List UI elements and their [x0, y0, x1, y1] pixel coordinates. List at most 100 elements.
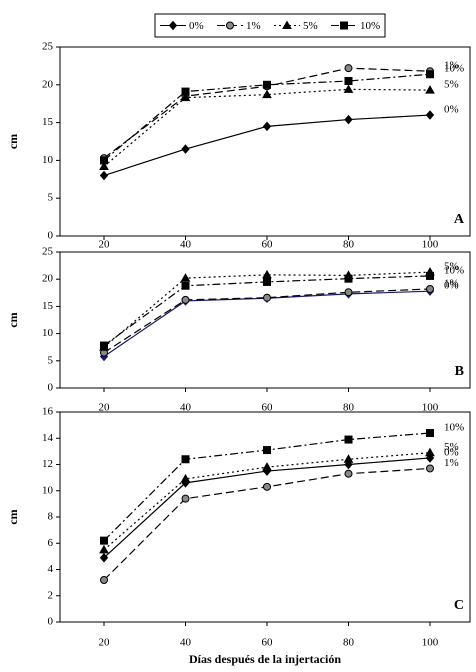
marker — [263, 446, 271, 455]
marker — [426, 464, 434, 473]
y-tick-label: 4 — [48, 563, 54, 575]
marker — [262, 462, 272, 471]
end-label: 5% — [444, 261, 459, 273]
marker — [426, 429, 434, 437]
marker — [426, 271, 434, 280]
end-label: 1% — [444, 60, 459, 72]
marker — [180, 273, 191, 282]
marker — [425, 447, 435, 457]
end-label: 10% — [444, 422, 464, 434]
marker — [344, 64, 353, 73]
y-axis-label: cm — [6, 509, 20, 524]
marker — [99, 552, 109, 563]
marker — [263, 80, 271, 89]
plot-frame — [59, 411, 471, 623]
marker — [262, 269, 272, 279]
marker — [343, 454, 354, 463]
y-tick-label: 15 — [42, 300, 54, 312]
marker — [100, 156, 108, 165]
y-tick-label: 5 — [48, 192, 54, 204]
marker — [181, 87, 190, 96]
x-tick-label: 60 — [262, 239, 274, 251]
y-tick-label: 25 — [42, 41, 54, 53]
legend-label: 5% — [303, 20, 318, 32]
x-tick-label: 60 — [262, 402, 274, 414]
y-tick-label: 5 — [48, 354, 54, 366]
marker — [181, 144, 190, 154]
end-label: 5% — [444, 441, 459, 453]
end-label: 5% — [444, 79, 459, 91]
marker — [181, 455, 190, 464]
x-tick-label: 40 — [180, 402, 192, 414]
y-tick-label: 10 — [42, 484, 54, 496]
marker — [343, 84, 354, 93]
end-label: 1% — [444, 278, 459, 290]
x-tick-label: 20 — [99, 239, 111, 251]
y-tick-label: 10 — [42, 154, 54, 166]
end-label: 0% — [444, 280, 459, 292]
y-tick-label: 2 — [48, 589, 54, 601]
marker — [100, 576, 108, 584]
y-tick-label: 20 — [42, 273, 54, 285]
legend-label: 10% — [360, 20, 380, 32]
plot-frame — [59, 46, 471, 237]
x-tick-label: 80 — [343, 402, 355, 414]
y-tick-label: 0 — [48, 382, 54, 394]
marker — [262, 121, 272, 132]
marker — [426, 70, 434, 79]
y-tick-label: 16 — [42, 406, 54, 418]
marker — [262, 89, 272, 99]
series-line — [103, 288, 431, 354]
marker — [99, 170, 109, 181]
marker — [180, 92, 191, 102]
end-label: 10% — [444, 264, 464, 276]
marker — [100, 536, 108, 545]
x-tick-label: 40 — [180, 637, 192, 649]
marker — [263, 277, 271, 286]
marker — [263, 293, 271, 302]
y-tick-label: 25 — [42, 246, 54, 258]
marker — [282, 20, 292, 29]
marker — [181, 295, 190, 304]
y-axis-label: cm — [6, 312, 20, 327]
x-tick-label: 80 — [343, 637, 355, 649]
x-tick-label: 20 — [99, 637, 111, 649]
marker — [340, 21, 348, 30]
panel-label: B — [455, 364, 464, 379]
marker — [344, 77, 353, 86]
y-tick-label: 10 — [42, 327, 54, 339]
y-tick-label: 6 — [48, 537, 54, 549]
series-line — [103, 271, 431, 348]
x-tick-label: 100 — [422, 239, 439, 251]
marker — [425, 110, 435, 120]
legend-box — [154, 13, 386, 38]
marker — [263, 482, 271, 491]
legend-label: 0% — [189, 20, 204, 32]
x-axis-label: Días después de la injertación — [189, 652, 341, 666]
marker — [181, 281, 190, 290]
panel-label: A — [454, 212, 465, 227]
marker — [344, 469, 353, 478]
y-tick-label: 8 — [48, 511, 54, 523]
x-tick-label: 20 — [99, 402, 111, 414]
panel-label: C — [454, 598, 464, 613]
y-tick-label: 0 — [48, 230, 54, 242]
marker — [100, 341, 108, 350]
series-line — [103, 275, 431, 347]
marker — [344, 114, 353, 125]
marker — [99, 544, 109, 554]
y-tick-label: 14 — [42, 432, 54, 444]
legend-label: 1% — [246, 20, 261, 32]
end-label: 0% — [444, 104, 459, 116]
y-tick-label: 20 — [42, 78, 54, 90]
end-label: 10% — [444, 63, 464, 75]
end-label: 1% — [444, 457, 459, 469]
y-tick-label: 12 — [42, 458, 53, 470]
marker — [426, 284, 434, 293]
marker — [181, 494, 190, 503]
x-tick-label: 100 — [422, 637, 439, 649]
end-label: 0% — [444, 446, 459, 458]
y-tick-label: 15 — [42, 116, 54, 128]
marker — [226, 21, 234, 30]
